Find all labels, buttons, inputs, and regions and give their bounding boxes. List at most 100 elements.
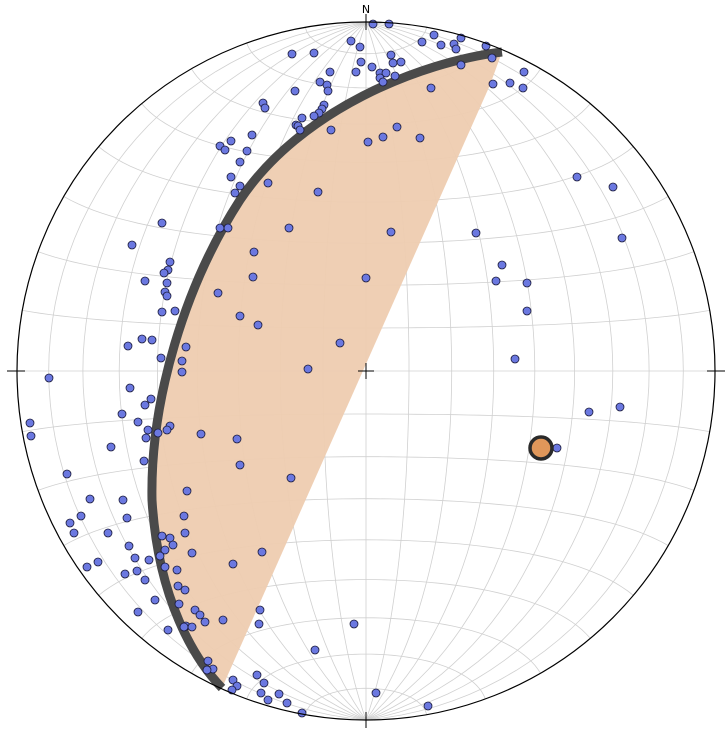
pole-point: [180, 585, 190, 595]
pole-point: [323, 86, 333, 96]
pole-point: [130, 553, 140, 563]
pole-point: [519, 67, 529, 77]
pole-point: [160, 545, 170, 555]
pole-point: [255, 605, 265, 615]
pole-point: [415, 133, 425, 143]
pole-point: [153, 428, 163, 438]
pole-point: [182, 486, 192, 496]
mean-pole-marker: [528, 435, 554, 461]
pole-point: [180, 528, 190, 538]
grid-parallel: [305, 27, 427, 55]
north-label: N: [362, 3, 370, 16]
pole-point: [125, 383, 135, 393]
pole-point: [497, 260, 507, 270]
pole-point: [367, 62, 377, 72]
pole-point: [215, 223, 225, 233]
pole-point: [252, 670, 262, 680]
pole-point: [143, 425, 153, 435]
pole-point: [263, 178, 273, 188]
friction-cone-zone: [151, 52, 502, 688]
pole-point: [235, 181, 245, 191]
pole-point: [313, 187, 323, 197]
pole-point: [235, 157, 245, 167]
pole-point: [286, 473, 296, 483]
pole-point: [44, 373, 54, 383]
pole-point: [392, 122, 402, 132]
pole-point: [284, 223, 294, 233]
pole-point: [226, 172, 236, 182]
pole-point: [82, 562, 92, 572]
pole-point: [117, 409, 127, 419]
pole-point: [196, 429, 206, 439]
pole-point: [85, 494, 95, 504]
pole-point: [62, 469, 72, 479]
pole-point: [200, 617, 210, 627]
pole-point: [177, 367, 187, 377]
pole-point: [390, 71, 400, 81]
pole-point: [181, 342, 191, 352]
pole-point: [187, 548, 197, 558]
pole-point: [168, 540, 178, 550]
pole-point: [122, 513, 132, 523]
pole-point: [510, 354, 520, 364]
pole-point: [429, 30, 439, 40]
pole-point: [69, 528, 79, 538]
pole-point: [157, 218, 167, 228]
pole-point: [257, 547, 267, 557]
pole-point: [423, 701, 433, 711]
pole-point: [572, 172, 582, 182]
pole-point: [133, 417, 143, 427]
pole-point: [522, 278, 532, 288]
pole-point: [363, 137, 373, 147]
pole-point: [371, 688, 381, 698]
pole-point: [368, 19, 378, 29]
pole-point: [203, 656, 213, 666]
pole-point: [295, 125, 305, 135]
pole-point: [140, 400, 150, 410]
pole-point: [65, 518, 75, 528]
pole-point: [26, 431, 36, 441]
poles-layer: [25, 19, 627, 718]
grid-parallel: [305, 687, 427, 715]
pole-point: [235, 460, 245, 470]
pole-point: [232, 434, 242, 444]
pole-point: [378, 132, 388, 142]
pole-point: [174, 599, 184, 609]
pole-point: [165, 257, 175, 267]
pole-point: [282, 698, 292, 708]
equal-area-grid: [17, 21, 715, 721]
pole-point: [617, 233, 627, 243]
pole-point: [351, 67, 361, 77]
pole-point: [436, 40, 446, 50]
grid-parallel: [22, 413, 710, 432]
pole-point: [248, 272, 258, 282]
grid-parallel: [246, 653, 486, 700]
pole-point: [179, 622, 189, 632]
pole-point: [426, 83, 436, 93]
pole-point: [310, 645, 320, 655]
pole-point: [584, 407, 594, 417]
pole-point: [230, 188, 240, 198]
pole-point: [173, 581, 183, 591]
pole-point: [127, 240, 137, 250]
pole-point: [155, 551, 165, 561]
pole-point: [378, 77, 388, 87]
pole-point: [228, 559, 238, 569]
pole-point: [226, 136, 236, 146]
pole-point: [157, 307, 167, 317]
pole-point: [157, 531, 167, 541]
pole-point: [118, 495, 128, 505]
pole-point: [235, 311, 245, 321]
pole-point: [146, 394, 156, 404]
pole-point: [346, 36, 356, 46]
pole-point: [228, 675, 238, 685]
pole-point: [249, 247, 259, 257]
pole-point: [456, 60, 466, 70]
pole-point: [137, 334, 147, 344]
pole-point: [124, 541, 134, 551]
pole-point: [187, 622, 197, 632]
pole-point: [386, 227, 396, 237]
pole-point: [170, 306, 180, 316]
pole-point: [384, 19, 394, 29]
pole-point: [274, 689, 284, 699]
